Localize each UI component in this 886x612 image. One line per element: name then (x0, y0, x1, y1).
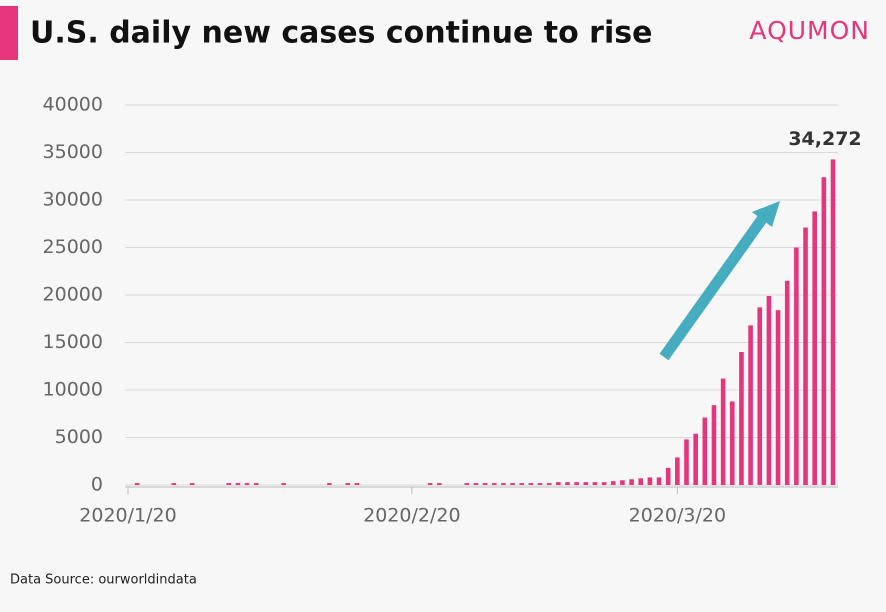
bar (134, 483, 140, 485)
arrow-head (752, 201, 780, 227)
y-tick-label: 40000 (43, 94, 103, 116)
arrow-shaft (659, 211, 770, 361)
bar (830, 159, 836, 485)
x-tick-label: 2020/3/20 (629, 505, 726, 527)
bar (510, 483, 515, 485)
bar (739, 352, 744, 485)
y-tick-label: 10000 (43, 379, 103, 401)
bar (171, 483, 177, 485)
x-tick-label: 2020/1/20 (79, 505, 176, 527)
bar (473, 483, 479, 485)
bar (528, 483, 534, 485)
bar (427, 483, 433, 485)
bar (556, 482, 561, 485)
bar (327, 483, 332, 485)
bar (766, 295, 772, 485)
bar (436, 483, 442, 485)
bar (281, 483, 286, 485)
y-tick-label: 5000 (55, 426, 103, 448)
bar (235, 483, 241, 485)
bar (574, 482, 579, 485)
y-tick-label: 20000 (43, 284, 103, 306)
bar (592, 482, 598, 485)
bar (665, 467, 671, 485)
bar (803, 227, 808, 486)
bar (354, 483, 360, 485)
bar (629, 479, 634, 485)
trend-arrow (659, 201, 780, 361)
bar (638, 478, 644, 485)
bar (794, 247, 799, 485)
bar (675, 457, 680, 485)
bar (491, 483, 497, 485)
plot-area: 0 5000 10000 15000 20000 25000 30000 35000 40000… (43, 94, 862, 527)
y-tick-label: 25000 (43, 236, 103, 258)
bar (702, 417, 708, 485)
bar (684, 439, 689, 485)
source-note: Data Source: ourworldindata (10, 573, 197, 588)
bar (583, 482, 589, 485)
bar (748, 325, 753, 485)
bar (656, 477, 662, 485)
bar (482, 483, 488, 485)
bar (775, 310, 781, 485)
title-accent (0, 6, 18, 60)
y-tick-label: 30000 (43, 189, 103, 211)
y-tick-label: 15000 (43, 331, 103, 353)
value-label: 34,272 (788, 128, 861, 150)
chart-title: U.S. daily new cases continue to rise (30, 16, 652, 51)
bar (226, 483, 232, 485)
bar (189, 483, 195, 485)
bar (565, 482, 570, 485)
bar (784, 280, 790, 485)
bar (601, 482, 607, 485)
bar (501, 483, 506, 485)
bar (647, 477, 653, 485)
x-tick-label: 2020/2/20 (363, 505, 460, 527)
bar (711, 405, 717, 485)
bar (693, 433, 698, 485)
bar (546, 483, 552, 485)
bar (253, 483, 259, 485)
bar (620, 480, 625, 485)
bar (821, 177, 827, 485)
bar (464, 483, 470, 485)
bar (244, 483, 250, 485)
bar (812, 211, 817, 485)
y-tick-label: 0 (91, 474, 103, 496)
brand-logo: AQUMON (749, 16, 870, 45)
bar (519, 483, 525, 485)
bar (610, 481, 616, 485)
bar (729, 401, 735, 485)
y-tick-label: 35000 (43, 141, 103, 163)
bar (720, 378, 726, 485)
bar (537, 483, 543, 485)
bar (345, 483, 351, 485)
bar (757, 307, 763, 485)
